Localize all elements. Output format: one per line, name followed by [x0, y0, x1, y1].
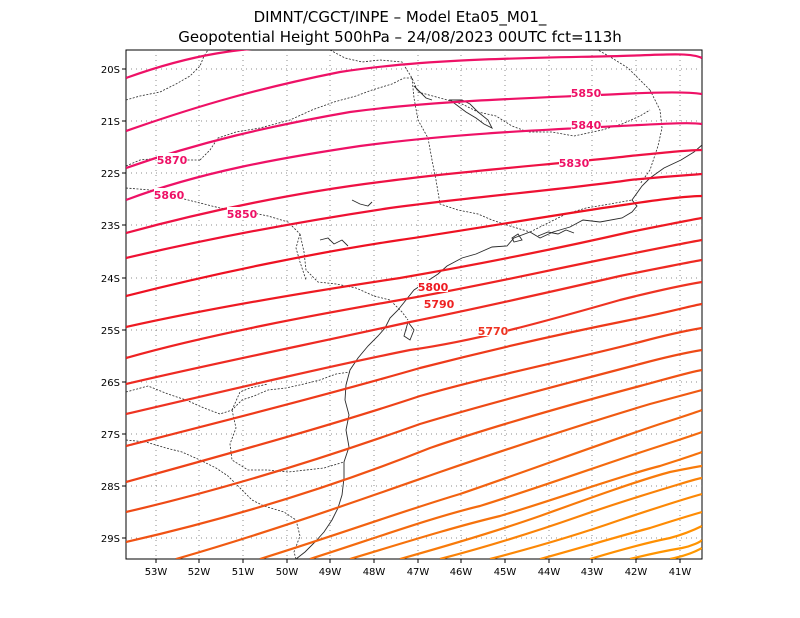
coast-inlet-guanabara	[537, 229, 575, 237]
contour-label-5770: 5770	[478, 325, 509, 338]
lon-label-49w: 49W	[319, 567, 342, 578]
lagoon	[403, 321, 415, 341]
axis-ticks	[122, 68, 681, 563]
lon-label-53w: 53W	[145, 567, 168, 578]
lon-label-47w: 47W	[407, 567, 430, 578]
contour-label-5870: 5870	[157, 154, 188, 167]
latitude-labels: 20S 21S 22S 23S 24S 25S 26S 27S 28S 29S	[101, 65, 120, 545]
contour-label-5850-east: 5850	[571, 87, 602, 100]
lon-label-50w: 50W	[276, 567, 299, 578]
border-rj-mg	[529, 199, 633, 233]
border-go-ms	[126, 50, 209, 101]
reservoir-furnas	[448, 99, 494, 130]
lat-label-21s: 21S	[101, 117, 120, 128]
contour-line-24	[589, 525, 702, 559]
lat-label-26s: 26S	[101, 378, 120, 389]
coast-island	[511, 233, 523, 243]
river-paranapanema	[319, 237, 349, 247]
contour-line-25	[629, 539, 702, 559]
contour-line-21	[439, 476, 702, 559]
contour-line-20	[399, 464, 702, 559]
gridlines	[126, 50, 702, 559]
lon-label-43w: 43W	[581, 567, 604, 578]
contour-label-5860: 5860	[154, 189, 185, 202]
lon-label-44w: 44W	[538, 567, 561, 578]
lon-label-45w: 45W	[494, 567, 517, 578]
contour-line-26	[669, 547, 702, 559]
contour-line-2	[126, 53, 702, 133]
lon-label-51w: 51W	[232, 567, 255, 578]
lon-label-42w: 42W	[625, 567, 648, 578]
contour-line-1	[126, 50, 252, 80]
reservoir-tres-marias	[413, 85, 433, 101]
lon-label-46w: 46W	[450, 567, 473, 578]
height-contours	[126, 50, 702, 559]
border-pr-sc	[231, 383, 269, 411]
contour-line-7	[126, 194, 702, 298]
contour-line-13	[126, 326, 702, 484]
lat-label-25s: 25S	[101, 326, 120, 337]
contour-line-18	[309, 430, 702, 559]
lat-label-24s: 24S	[101, 274, 120, 285]
lat-label-22s: 22S	[101, 169, 120, 180]
contour-line-23	[539, 510, 702, 559]
lat-label-27s: 27S	[101, 430, 120, 441]
contour-line-10	[126, 258, 702, 386]
contour-label-5830: 5830	[559, 157, 590, 170]
contour-line-14	[126, 348, 702, 514]
contour-labels: 5850 5840 5830 5870 5860 5850 5800 5790 …	[154, 86, 602, 338]
coastline-and-borders	[126, 50, 702, 559]
title-line-2: Geopotential Height 500hPa – 24/08/2023 …	[178, 28, 622, 46]
lat-label-28s: 28S	[101, 482, 120, 493]
title-line-1: DIMNT/CGCT/INPE – Model Eta05_M01_	[254, 8, 547, 27]
contour-line-12	[126, 302, 702, 448]
contour-line-22	[489, 492, 702, 559]
contour-line-19	[349, 450, 702, 559]
lon-label-41w: 41W	[669, 567, 692, 578]
longitude-labels: 53W 52W 51W 50W 49W 48W 47W 46W 45W 44W …	[145, 567, 692, 578]
lat-label-29s: 29S	[101, 534, 120, 545]
contour-line-8	[126, 216, 702, 329]
contour-line-6	[126, 172, 702, 260]
border-sp-mg-rj	[411, 77, 531, 233]
lon-label-52w: 52W	[188, 567, 211, 578]
lat-label-20s: 20S	[101, 65, 120, 76]
lat-label-23s: 23S	[101, 221, 120, 232]
river-tiete	[351, 199, 373, 207]
lon-label-48w: 48W	[363, 567, 386, 578]
contour-label-5850-west: 5850	[227, 208, 258, 221]
border-paraguay	[126, 371, 351, 415]
border-arg-br	[126, 439, 301, 559]
contour-line-4	[126, 122, 702, 202]
contour-line-17	[259, 408, 702, 559]
border-mg-es	[639, 89, 663, 185]
contour-line-15	[126, 368, 702, 544]
contour-line-16	[175, 388, 702, 559]
contour-line-11	[126, 280, 702, 416]
border-sc-rs	[229, 409, 345, 473]
contour-label-5790: 5790	[424, 298, 455, 311]
border-mg-sp	[199, 77, 412, 161]
contour-label-5840: 5840	[571, 119, 602, 132]
contour-label-5800: 5800	[418, 281, 449, 294]
border-ms-pr	[295, 233, 307, 281]
contour-line-9	[126, 238, 702, 360]
contour-line-3	[126, 91, 702, 170]
